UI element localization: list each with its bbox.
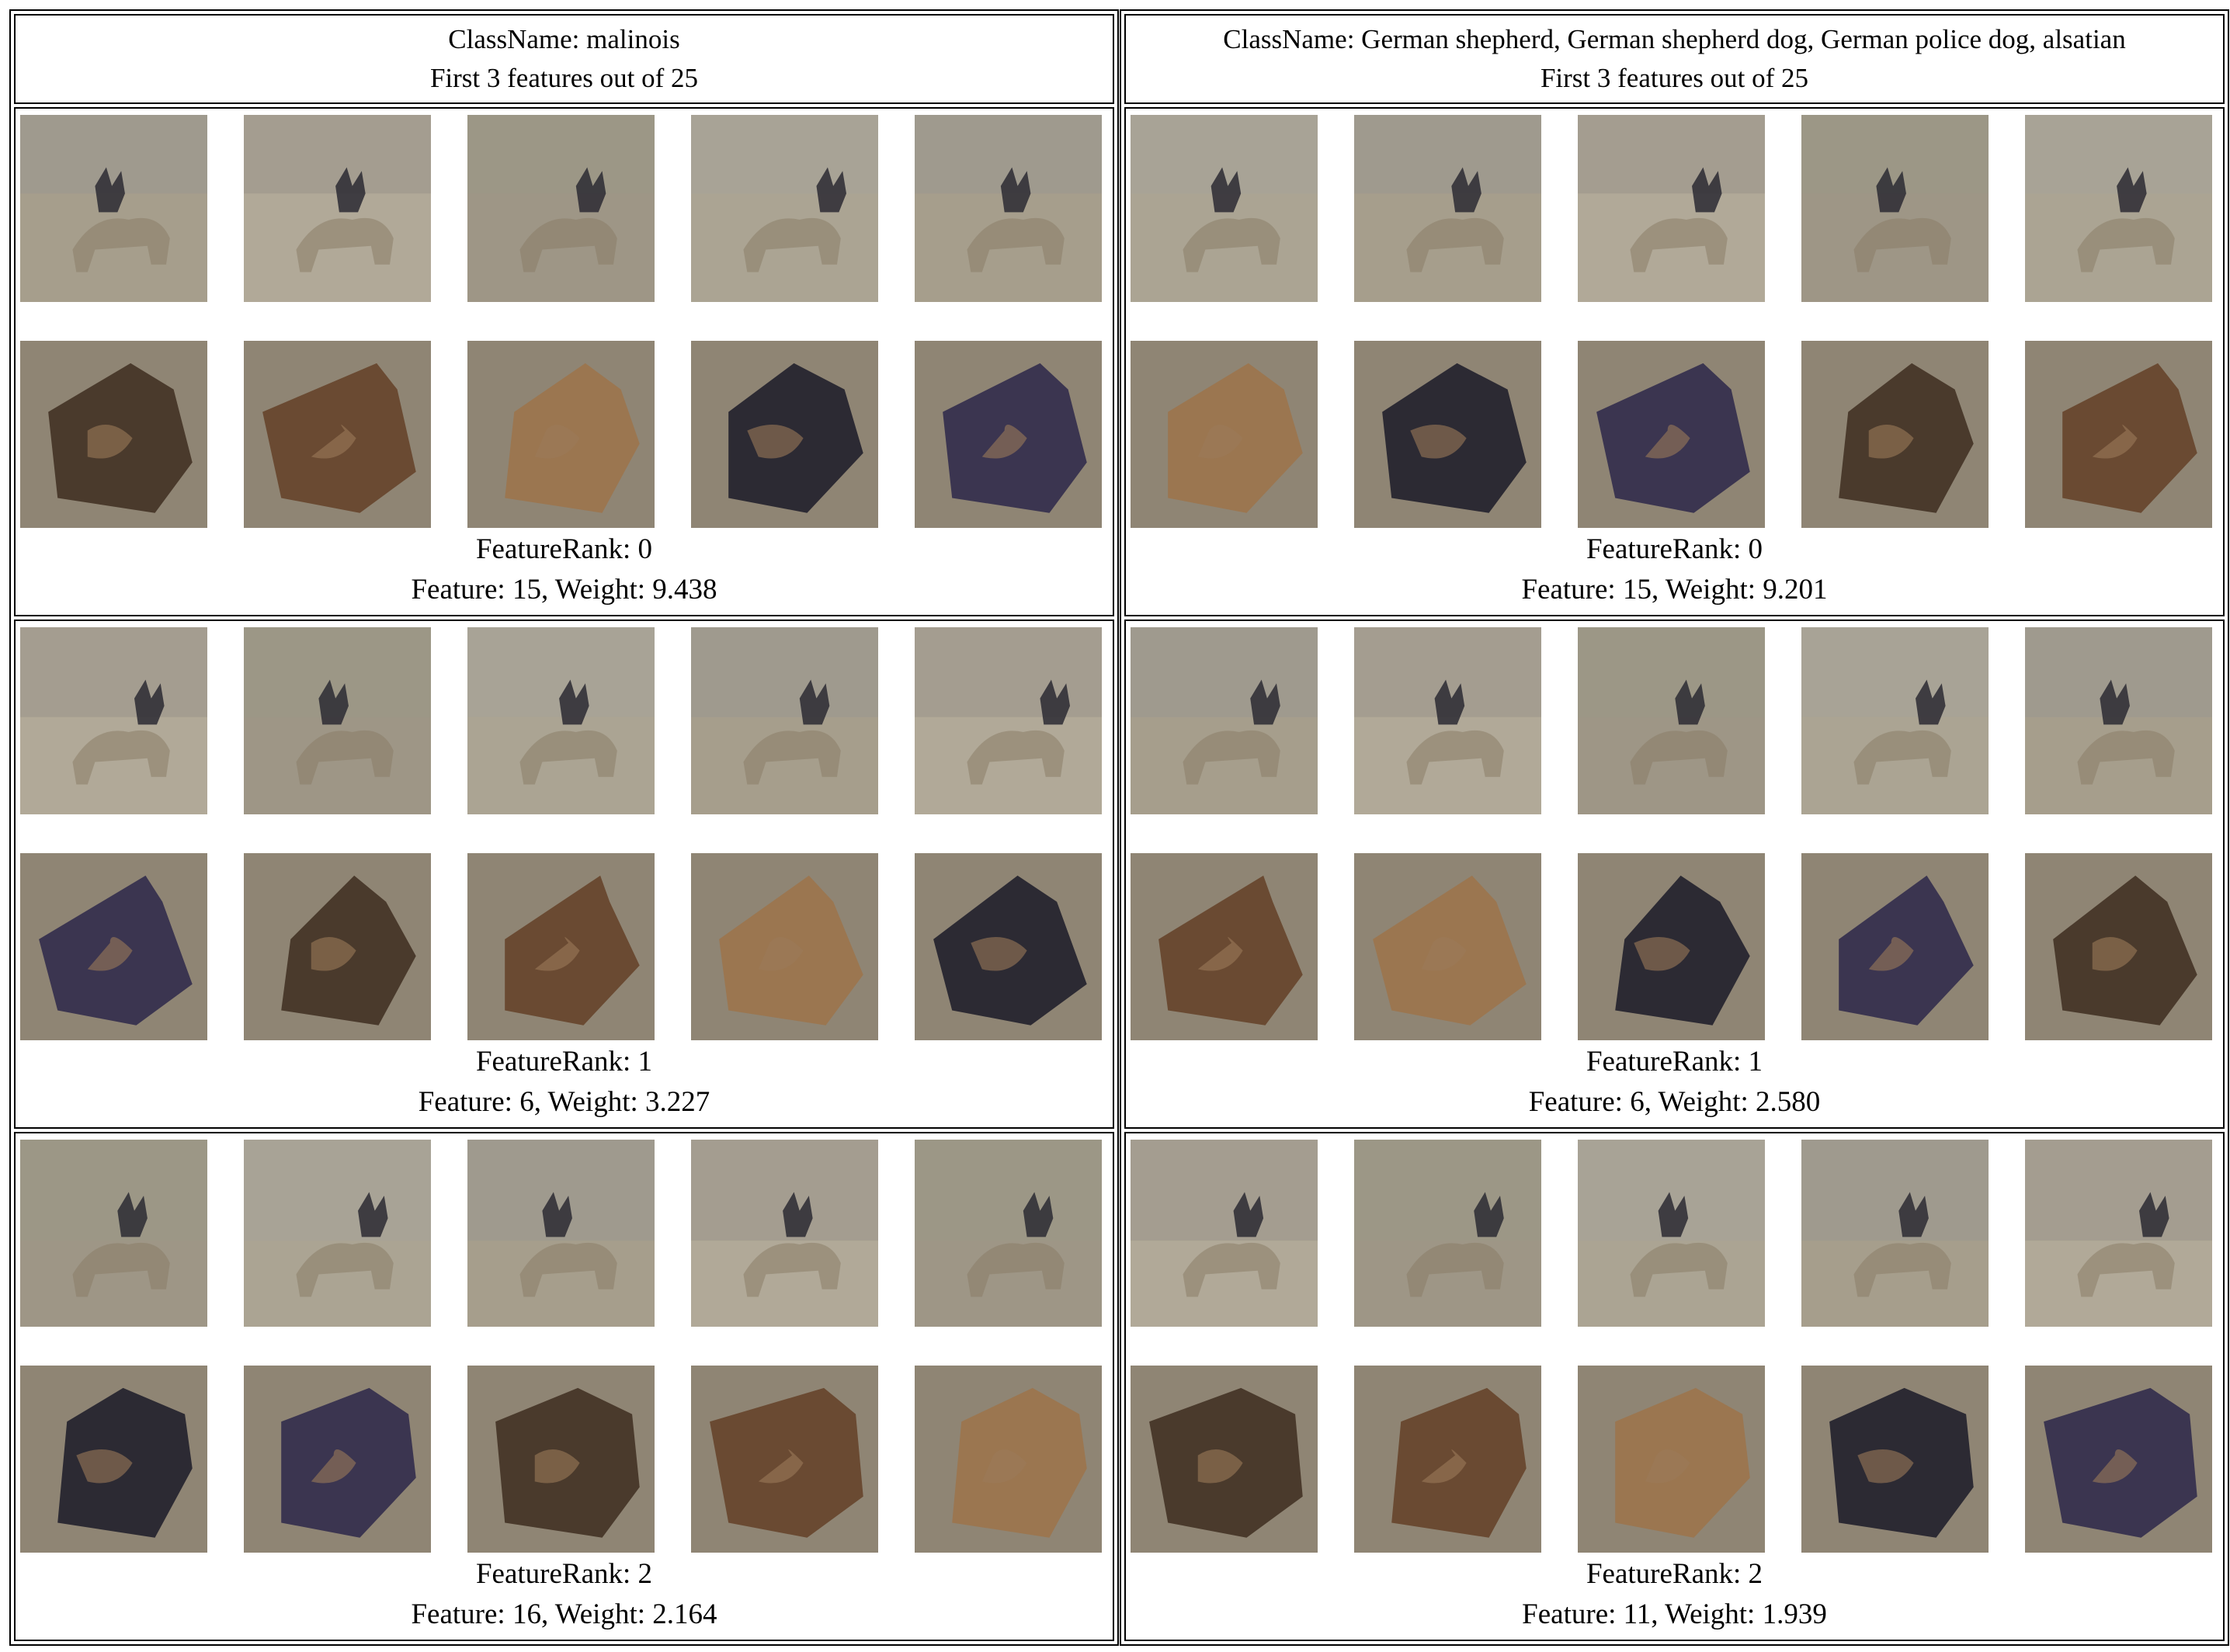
feature-block: FeatureRank: 1 Feature: 6, Weight: 2.580 — [1124, 620, 2225, 1129]
context-image-thumbnail — [691, 115, 878, 302]
feature-block: FeatureRank: 2 Feature: 16, Weight: 2.16… — [14, 1132, 1114, 1641]
context-image-thumbnail — [1578, 115, 1765, 302]
context-image-thumbnail — [2025, 115, 2212, 302]
feature-mask-thumbnail — [244, 853, 431, 1040]
class-name-label: ClassName: German shepherd, German sheph… — [1223, 24, 2126, 54]
context-image-thumbnail — [20, 627, 207, 814]
context-image-thumbnail — [2025, 1140, 2212, 1327]
thumbnail-grid — [1131, 627, 2218, 1040]
feature-mask-thumbnail — [915, 341, 1102, 528]
context-image-thumbnail — [1354, 1140, 1541, 1327]
class-panel-german-shepherd: ClassName: German shepherd, German sheph… — [1120, 9, 2229, 1646]
class-name-label: ClassName: malinois — [448, 24, 680, 54]
feature-weight-label: Feature: 15, Weight: 9.201 — [1521, 574, 1828, 606]
context-image-thumbnail — [1801, 1140, 1989, 1327]
feature-mask-thumbnail — [20, 853, 207, 1040]
context-image-thumbnail — [1578, 1140, 1765, 1327]
context-image-thumbnail — [20, 115, 207, 302]
context-image-thumbnail — [915, 627, 1102, 814]
context-image-thumbnail — [1354, 627, 1541, 814]
feature-mask-thumbnail — [1354, 1366, 1541, 1553]
feature-mask-thumbnail — [915, 853, 1102, 1040]
feature-mask-thumbnail — [1131, 853, 1318, 1040]
feature-mask-thumbnail — [691, 341, 878, 528]
context-image-thumbnail — [915, 115, 1102, 302]
feature-mask-thumbnail — [691, 853, 878, 1040]
feature-mask-thumbnail — [1131, 341, 1318, 528]
feature-mask-thumbnail — [915, 1366, 1102, 1553]
feature-caption: FeatureRank: 0 Feature: 15, Weight: 9.43… — [16, 529, 1113, 610]
feature-mask-thumbnail — [2025, 341, 2212, 528]
feature-mask-thumbnail — [467, 853, 655, 1040]
context-image-thumbnail — [20, 1140, 207, 1327]
feature-mask-thumbnail — [467, 1366, 655, 1553]
context-image-thumbnail — [244, 627, 431, 814]
thumbnail-grid — [20, 1140, 1108, 1553]
feature-mask-thumbnail — [1131, 1366, 1318, 1553]
context-image-thumbnail — [467, 115, 655, 302]
feature-caption: FeatureRank: 1 Feature: 6, Weight: 3.227 — [16, 1042, 1113, 1123]
context-image-thumbnail — [691, 1140, 878, 1327]
context-image-thumbnail — [1131, 1140, 1318, 1327]
panel-header: ClassName: malinois First 3 features out… — [14, 14, 1114, 104]
context-image-thumbnail — [1131, 115, 1318, 302]
feature-rank-label: FeatureRank: 1 — [475, 1046, 653, 1078]
context-image-thumbnail — [1801, 115, 1989, 302]
feature-caption: FeatureRank: 2 Feature: 11, Weight: 1.93… — [1126, 1554, 2223, 1635]
feature-mask-thumbnail — [1801, 341, 1989, 528]
feature-mask-thumbnail — [467, 341, 655, 528]
context-image-thumbnail — [691, 627, 878, 814]
feature-rank-label: FeatureRank: 2 — [1586, 1558, 1763, 1590]
feature-weight-label: Feature: 6, Weight: 3.227 — [418, 1086, 710, 1118]
feature-rank-label: FeatureRank: 0 — [1586, 533, 1763, 565]
feature-caption: FeatureRank: 0 Feature: 15, Weight: 9.20… — [1126, 529, 2223, 610]
features-count-label: First 3 features out of 25 — [429, 63, 699, 93]
context-image-thumbnail — [1578, 627, 1765, 814]
feature-rank-label: FeatureRank: 1 — [1586, 1046, 1763, 1078]
context-image-thumbnail — [244, 115, 431, 302]
feature-mask-thumbnail — [244, 1366, 431, 1553]
features-count-label: First 3 features out of 25 — [1540, 63, 1809, 93]
context-image-thumbnail — [1131, 627, 1318, 814]
feature-weight-label: Feature: 15, Weight: 9.438 — [411, 574, 717, 606]
context-image-thumbnail — [915, 1140, 1102, 1327]
feature-mask-thumbnail — [1578, 341, 1765, 528]
thumbnail-grid — [1131, 115, 2218, 528]
context-image-thumbnail — [244, 1140, 431, 1327]
thumbnail-grid — [20, 115, 1108, 528]
feature-mask-thumbnail — [691, 1366, 878, 1553]
panel-header: ClassName: German shepherd, German sheph… — [1124, 14, 2225, 104]
feature-rank-label: FeatureRank: 0 — [475, 533, 653, 565]
thumbnail-grid — [1131, 1140, 2218, 1553]
feature-rank-label: FeatureRank: 2 — [475, 1558, 653, 1590]
feature-mask-thumbnail — [1578, 853, 1765, 1040]
feature-mask-thumbnail — [1354, 341, 1541, 528]
feature-caption: FeatureRank: 2 Feature: 16, Weight: 2.16… — [16, 1554, 1113, 1635]
feature-mask-thumbnail — [244, 341, 431, 528]
feature-block: FeatureRank: 0 Feature: 15, Weight: 9.43… — [14, 107, 1114, 616]
feature-weight-label: Feature: 11, Weight: 1.939 — [1522, 1598, 1827, 1630]
context-image-thumbnail — [467, 1140, 655, 1327]
feature-mask-thumbnail — [2025, 853, 2212, 1040]
feature-mask-thumbnail — [20, 341, 207, 528]
feature-mask-thumbnail — [20, 1366, 207, 1553]
feature-mask-thumbnail — [1354, 853, 1541, 1040]
feature-block: FeatureRank: 0 Feature: 15, Weight: 9.20… — [1124, 107, 2225, 616]
feature-mask-thumbnail — [1801, 1366, 1989, 1553]
context-image-thumbnail — [1801, 627, 1989, 814]
feature-mask-thumbnail — [2025, 1366, 2212, 1553]
class-panel-malinois: ClassName: malinois First 3 features out… — [9, 9, 1119, 1646]
feature-mask-thumbnail — [1578, 1366, 1765, 1553]
feature-weight-label: Feature: 6, Weight: 2.580 — [1528, 1086, 1821, 1118]
context-image-thumbnail — [2025, 627, 2212, 814]
context-image-thumbnail — [1354, 115, 1541, 302]
feature-block: FeatureRank: 2 Feature: 11, Weight: 1.93… — [1124, 1132, 2225, 1641]
context-image-thumbnail — [467, 627, 655, 814]
feature-weight-label: Feature: 16, Weight: 2.164 — [411, 1598, 717, 1630]
feature-mask-thumbnail — [1801, 853, 1989, 1040]
thumbnail-grid — [20, 627, 1108, 1040]
feature-caption: FeatureRank: 1 Feature: 6, Weight: 2.580 — [1126, 1042, 2223, 1123]
feature-block: FeatureRank: 1 Feature: 6, Weight: 3.227 — [14, 620, 1114, 1129]
